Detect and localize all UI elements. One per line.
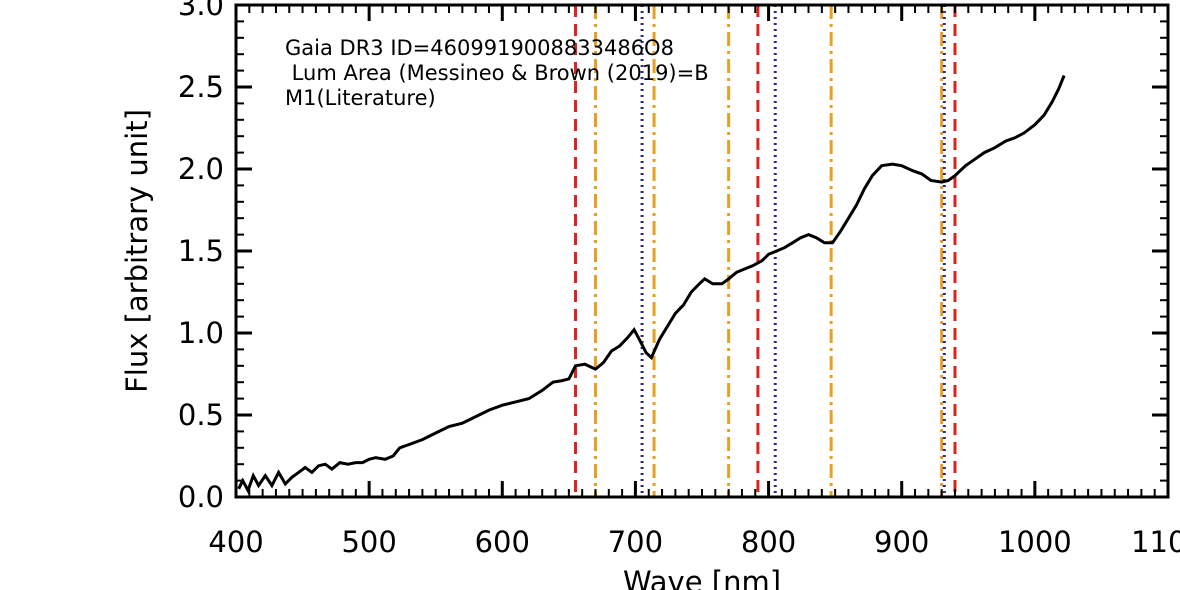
x-tick-label: 500	[341, 525, 396, 559]
x-tick-label: 900	[874, 525, 929, 559]
y-tick-label: 0.5	[178, 398, 224, 432]
spectrum-line	[237, 74, 1066, 495]
plot-frame	[234, 3, 1170, 499]
y-tick-label: 2.0	[178, 152, 224, 186]
annotation-lum-area: Lum Area (Messineo & Brown (2019)=B	[285, 61, 709, 85]
y-tick-label: 1.0	[178, 316, 224, 350]
x-tick-label: 800	[741, 525, 796, 559]
y-tick-label: 2.5	[178, 70, 224, 104]
annotation-star-id: Gaia DR3 ID=4609919008833486O8	[285, 36, 674, 60]
x-tick-label: 400	[208, 525, 263, 559]
y-tick-label: 0.0	[178, 480, 224, 514]
y-tick-label: 3.0	[178, 0, 224, 22]
x-axis-title: Wave [nm]	[623, 565, 781, 590]
y-tick-label: 1.5	[178, 234, 224, 268]
y-axis-title: Flux [arbitrary unit]	[120, 109, 154, 393]
x-tick-label: 1000	[998, 525, 1072, 559]
x-tick-label: 700	[608, 525, 663, 559]
annotation-class: M1(Literature)	[285, 86, 436, 110]
x-tick-label: 600	[475, 525, 530, 559]
vertical-lines	[574, 5, 957, 497]
